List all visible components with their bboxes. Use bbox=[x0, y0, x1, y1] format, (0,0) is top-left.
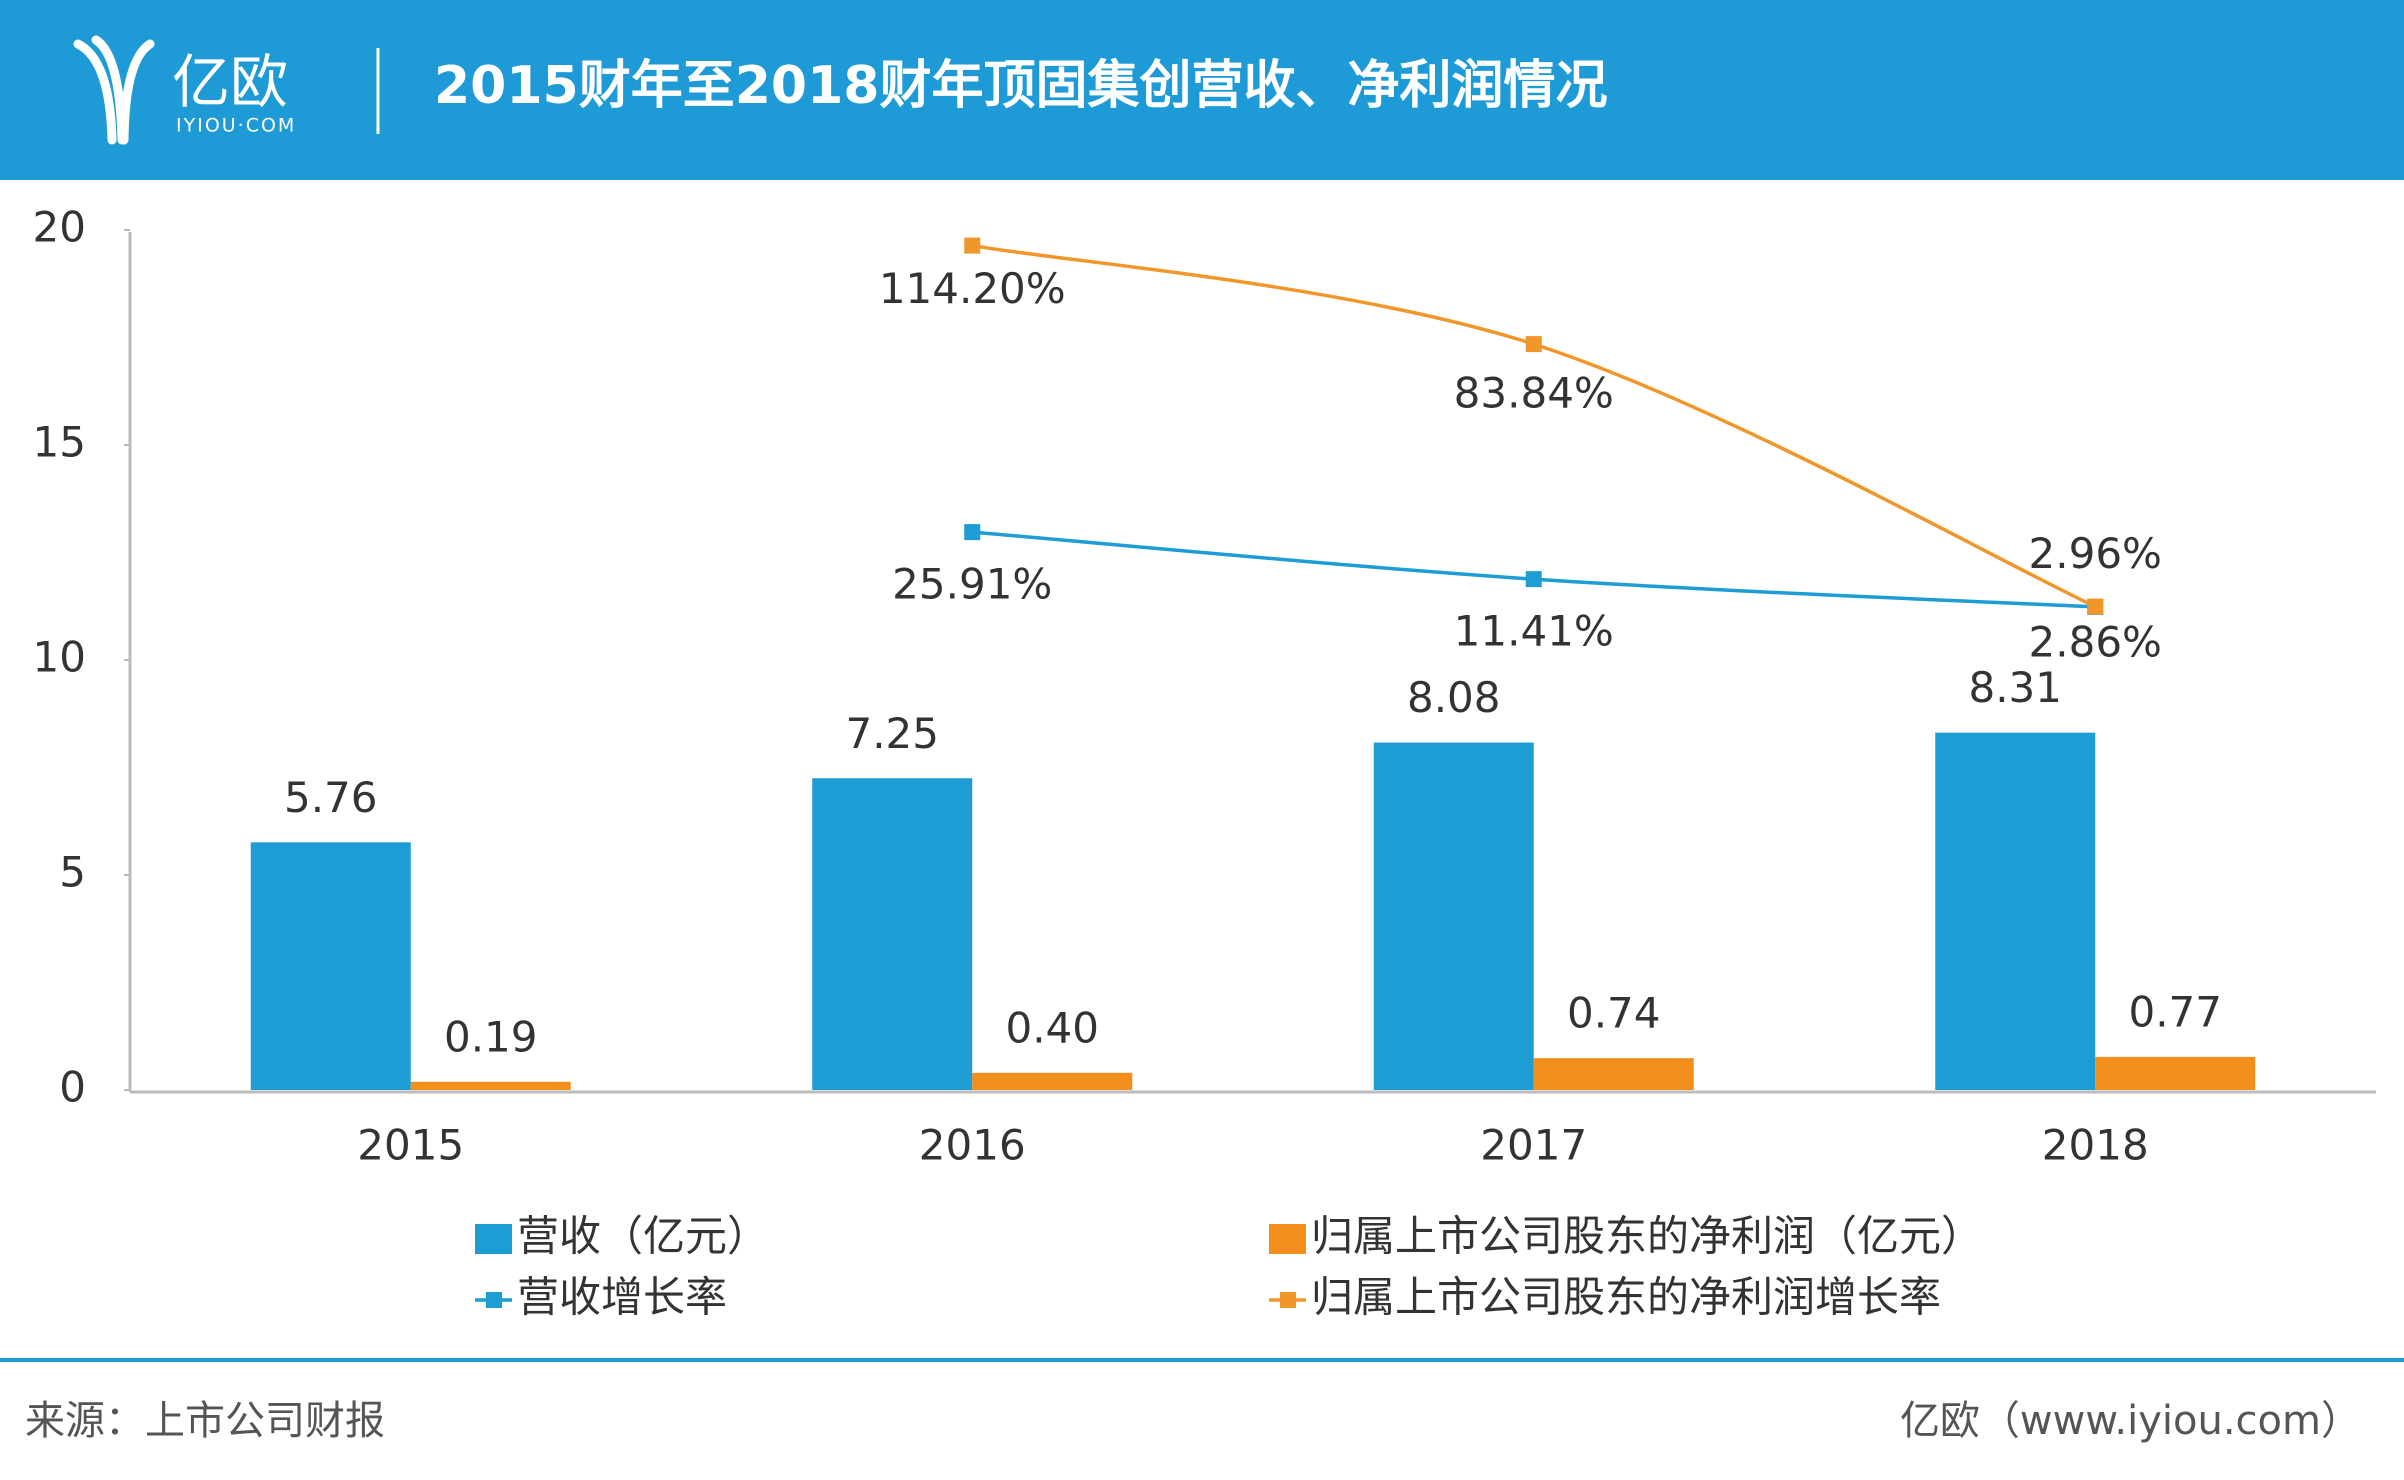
logo-domain: IYIOU·COM bbox=[176, 115, 296, 137]
bar bbox=[1935, 732, 2096, 1090]
line-marker bbox=[2087, 598, 2104, 615]
bar bbox=[812, 778, 973, 1090]
bar bbox=[1373, 742, 1534, 1090]
legend-label: 营收增长率 bbox=[517, 1273, 727, 1322]
logo-text: 亿欧 bbox=[172, 48, 288, 116]
bar-label: 5.76 bbox=[284, 773, 378, 822]
legend-swatch bbox=[475, 1224, 512, 1254]
line-label: 2.86% bbox=[2029, 617, 2162, 666]
bar bbox=[2095, 1056, 2256, 1090]
source: 来源：上市公司财报 bbox=[25, 1398, 385, 1444]
credit: 亿欧（www.iyiou.com） bbox=[1900, 1398, 2361, 1444]
x-tick-label: 2017 bbox=[1480, 1121, 1587, 1170]
line bbox=[972, 530, 2096, 609]
bar-label: 0.77 bbox=[2128, 987, 2222, 1036]
x-tick-label: 2016 bbox=[919, 1121, 1026, 1170]
line bbox=[971, 243, 2096, 609]
bar-label: 8.08 bbox=[1407, 673, 1501, 722]
logo-icon bbox=[73, 35, 155, 145]
x-tick-label: 2015 bbox=[357, 1121, 464, 1170]
legend-swatch bbox=[1269, 1224, 1306, 1254]
bar bbox=[1533, 1058, 1694, 1090]
line-marker bbox=[964, 237, 981, 254]
line-label: 83.84% bbox=[1454, 369, 1614, 418]
line-marker bbox=[964, 524, 981, 541]
bar-label: 0.74 bbox=[1567, 989, 1661, 1038]
legend-label: 营收（亿元） bbox=[517, 1212, 769, 1261]
bar-label: 0.40 bbox=[1005, 1003, 1099, 1052]
legend-swatch bbox=[1280, 1292, 1296, 1308]
chart-title: 2015财年至2018财年顶固集创营收、净利润情况 bbox=[434, 56, 1607, 116]
legend-label: 归属上市公司股东的净利润增长率 bbox=[1311, 1273, 1941, 1322]
legend-label: 归属上市公司股东的净利润（亿元） bbox=[1311, 1212, 1983, 1261]
bar-label: 7.25 bbox=[845, 709, 939, 758]
legend-swatch bbox=[486, 1292, 502, 1308]
bar bbox=[250, 842, 411, 1090]
line-label: 2.96% bbox=[2029, 529, 2162, 578]
x-tick-label: 2018 bbox=[2042, 1121, 2149, 1170]
y-tick-label: 20 bbox=[33, 203, 86, 252]
bar bbox=[410, 1081, 571, 1090]
bar bbox=[972, 1072, 1133, 1090]
line-label: 11.41% bbox=[1454, 607, 1614, 656]
line-marker bbox=[1525, 336, 1542, 353]
y-tick-label: 10 bbox=[33, 633, 86, 682]
line-label: 114.20% bbox=[879, 264, 1066, 313]
header-band bbox=[0, 0, 2404, 180]
line-label: 25.91% bbox=[892, 560, 1052, 609]
bar-label: 8.31 bbox=[1968, 663, 2062, 712]
line-marker bbox=[1525, 571, 1542, 588]
y-tick-label: 15 bbox=[33, 418, 86, 467]
y-tick-label: 0 bbox=[59, 1063, 86, 1112]
y-tick-label: 5 bbox=[59, 848, 86, 897]
bar-label: 0.19 bbox=[444, 1012, 538, 1061]
